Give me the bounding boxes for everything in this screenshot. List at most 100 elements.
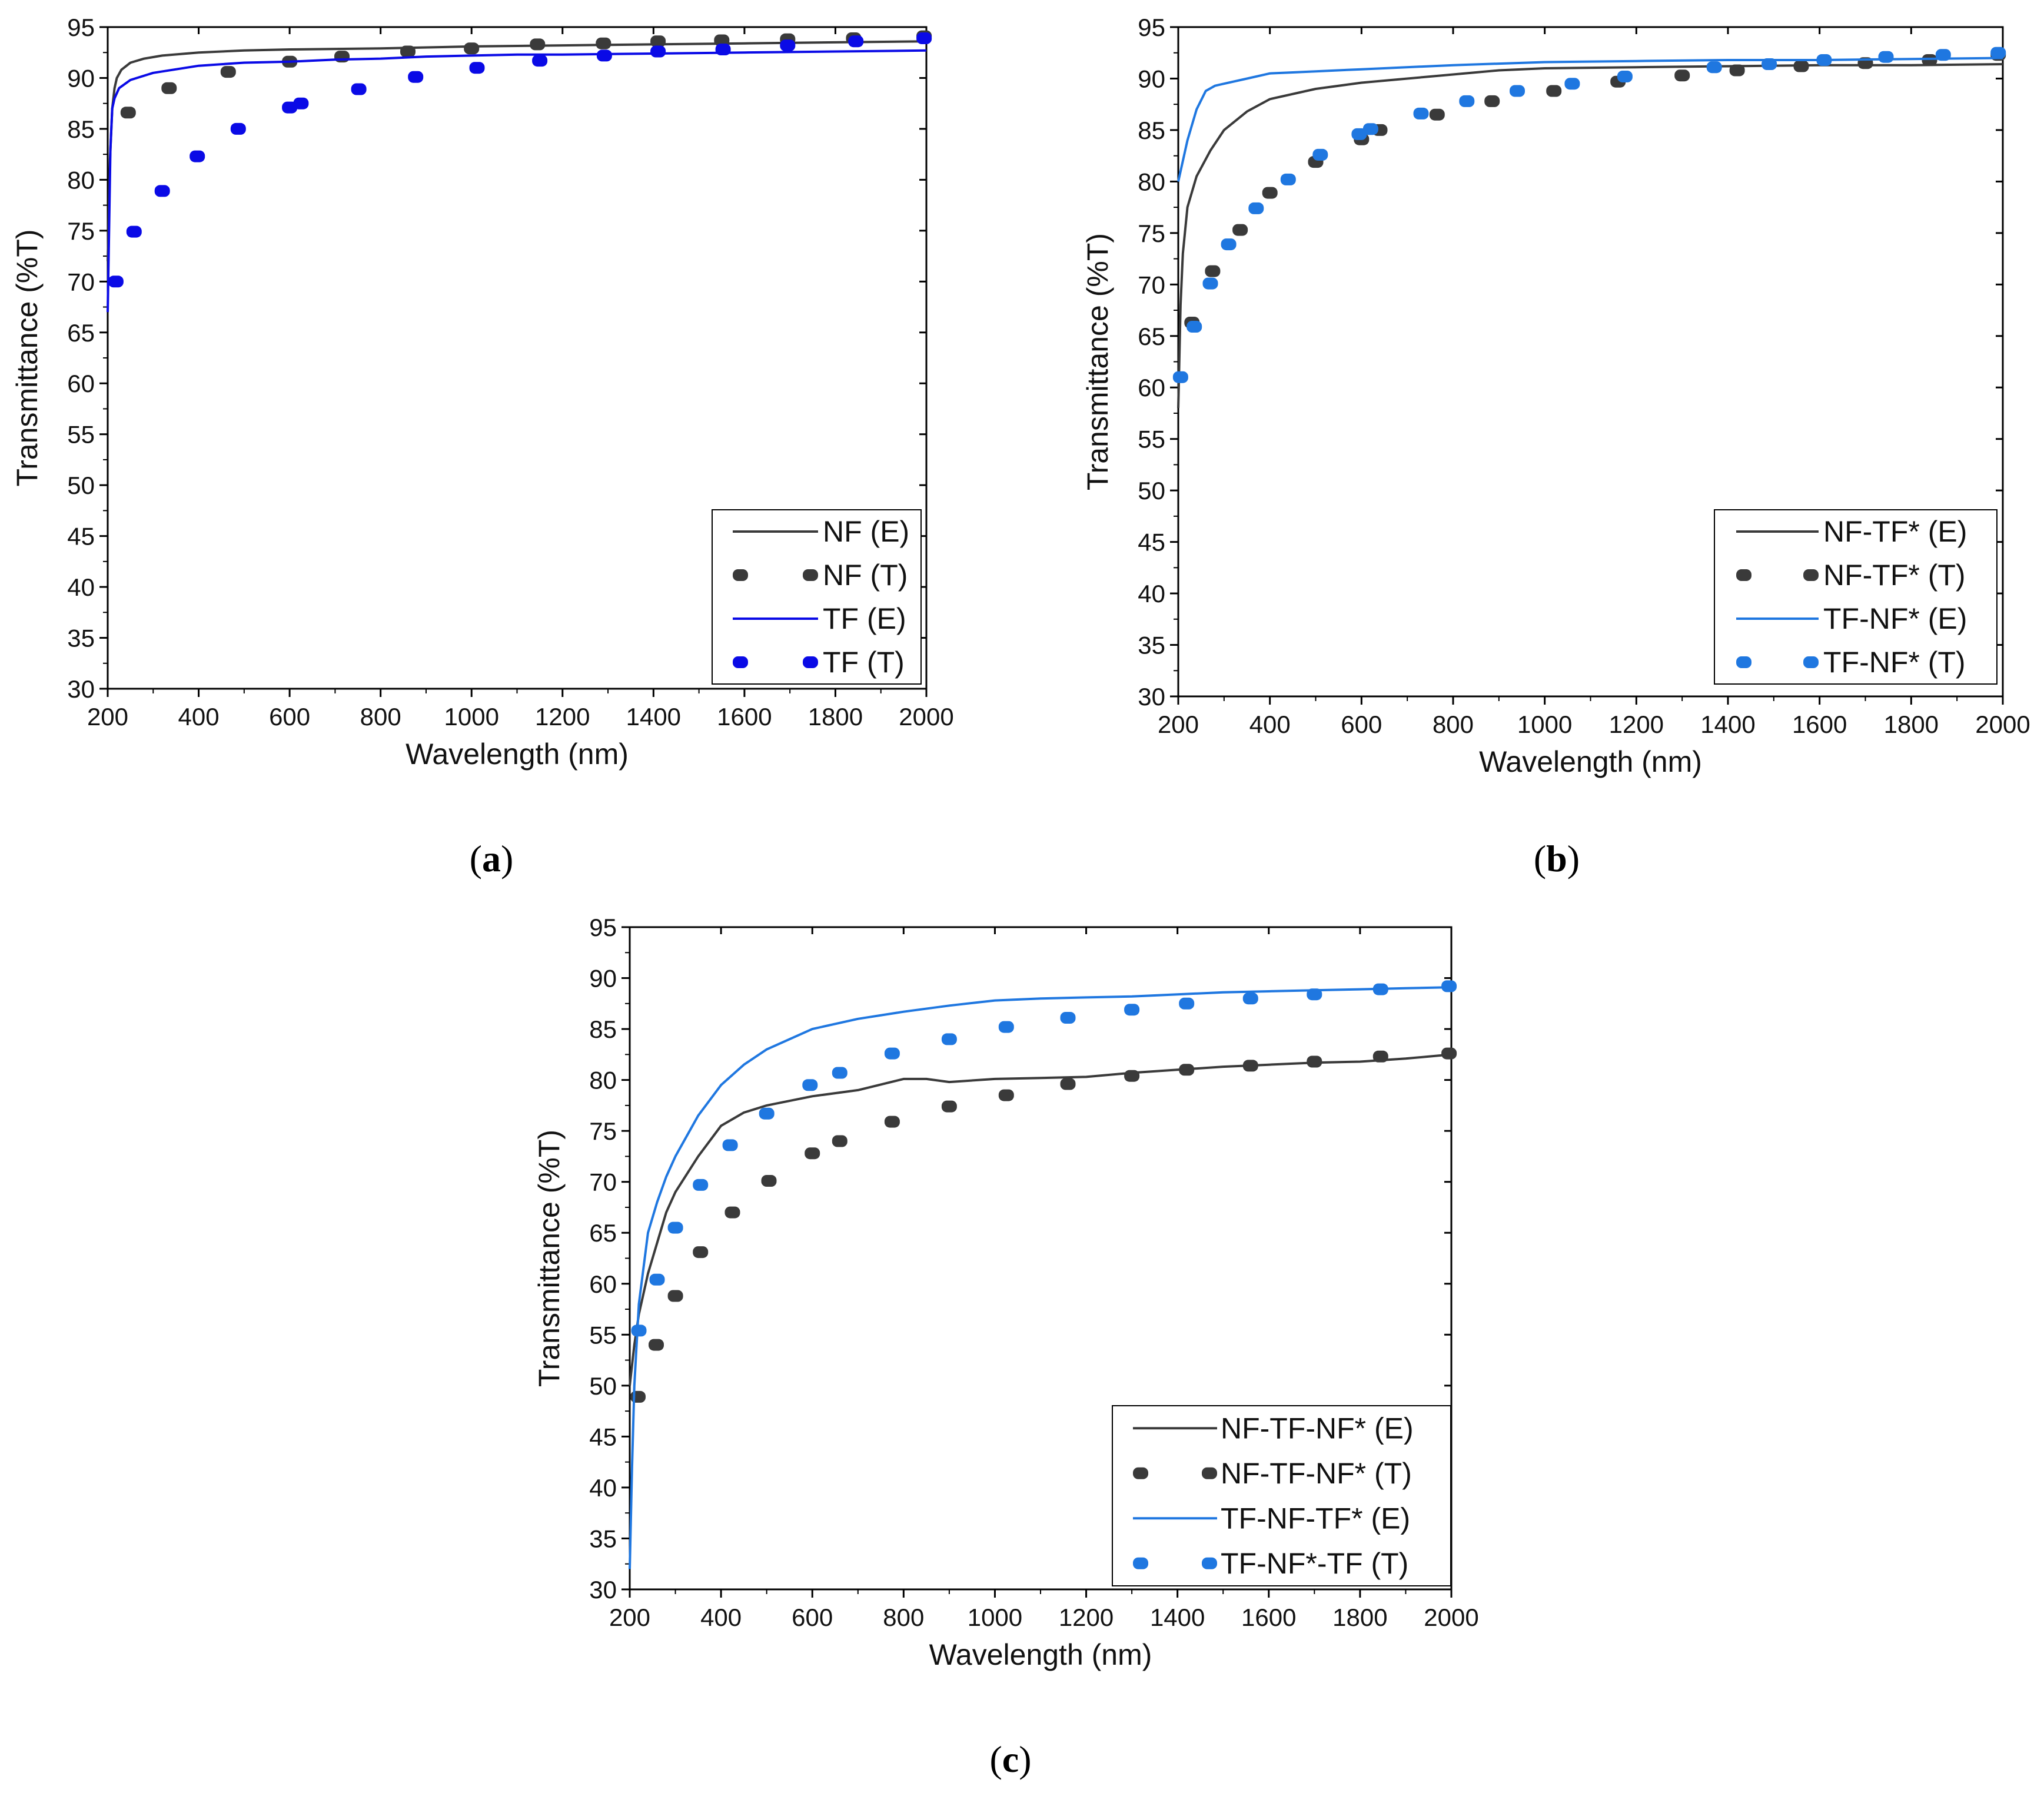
panel-c-series-point-2 [761, 1175, 777, 1187]
panel-b-panel-label-open: ( [1534, 838, 1546, 879]
panel-b-y-tick-label: 70 [1138, 271, 1165, 298]
panel-c-legend-label: NF-TF-NF* (E) [1221, 1412, 1414, 1445]
panel-c-series-point-2 [1060, 1078, 1076, 1090]
panel-c-legend-box [1112, 1405, 1451, 1586]
panel-b-y-tick-label: 60 [1138, 374, 1165, 401]
panel-a-panel-label: (a) [470, 838, 514, 879]
panel-a-legend-box [712, 509, 922, 685]
panel-b-y-tick-label: 65 [1138, 323, 1165, 350]
panel-b-series-point-4 [1564, 78, 1580, 90]
panel-c-series-point-2 [649, 1339, 664, 1351]
panel-c-legend-dot-swatch [1133, 1557, 1148, 1569]
panel-c-series-point-4 [1307, 988, 1322, 1001]
panel-a-series-point-2 [400, 45, 416, 58]
panel-b-series-point-2 [1546, 85, 1562, 97]
panel-b-y-tick-label: 90 [1138, 65, 1165, 92]
panel-a-y-tick-label: 70 [67, 268, 95, 296]
panel-b-panel-label: (b) [1534, 838, 1580, 879]
panel-c-legend-label: TF-NF-TF* (E) [1221, 1502, 1410, 1535]
panel-a-series-point-4 [532, 55, 548, 67]
panel-b-legend-label: NF-TF* (E) [1823, 515, 1967, 548]
panel-b-series-point-4 [1706, 61, 1722, 74]
panel-b-y-tick-label: 30 [1138, 683, 1165, 711]
panel-a-y-tick-label: 95 [67, 14, 95, 41]
panel-b-y-tick-label: 75 [1138, 220, 1165, 247]
panel-a-series-point-2 [220, 66, 236, 78]
panel-c-series-point-4 [998, 1021, 1014, 1033]
panel-a-x-tick-label: 1000 [444, 703, 499, 731]
panel-c-series-point-4 [667, 1221, 683, 1234]
panel-c-series-point-4 [722, 1139, 738, 1151]
panel-a-series-point-4 [596, 49, 612, 62]
panel-c-panel-label: (c) [989, 1738, 1031, 1780]
panel-c-series-point-4 [693, 1178, 709, 1191]
panel-a-series-point-4 [293, 97, 309, 109]
panel-b-series-point-4 [1617, 71, 1633, 82]
panel-a-series-point-4 [154, 185, 170, 197]
panel-c-x-tick-label: 1800 [1332, 1604, 1387, 1631]
panel-b-legend-dot-swatch [1736, 569, 1751, 581]
panel-b-x-tick-label: 1400 [1700, 711, 1755, 738]
panel-c-series-point-4 [759, 1107, 775, 1120]
panel-c-x-tick-label: 1600 [1241, 1604, 1296, 1631]
panel-b-y-tick-label: 45 [1138, 529, 1165, 556]
panel-c-y-tick-label: 60 [589, 1270, 617, 1298]
panel-a-x-tick-label: 1200 [535, 703, 590, 731]
panel-a-y-axis-title: Transmittance (%T) [11, 229, 44, 486]
panel-b-x-tick-label: 600 [1341, 711, 1382, 738]
panel-c-series-point-2 [805, 1147, 820, 1160]
panel-a-series-point-4 [650, 45, 666, 58]
panel-c-series-point-4 [802, 1079, 818, 1091]
panel-a-series-point-2 [714, 34, 730, 47]
panel-c-x-axis-title: Wavelength (nm) [929, 1638, 1152, 1671]
panel-a-y-tick-label: 55 [67, 421, 95, 449]
panel-c-y-tick-label: 35 [589, 1525, 617, 1552]
panel-b-legend-label: NF-TF* (T) [1823, 559, 1966, 592]
panel-b-x-tick-label: 1600 [1792, 711, 1847, 738]
panel-b-y-tick-label: 55 [1138, 426, 1165, 453]
panel-b-series-point-2 [1922, 54, 1937, 66]
panel-c-x-tick-label: 400 [700, 1604, 742, 1631]
panel-a-legend-dot-swatch [803, 656, 818, 668]
panel-c-y-tick-label: 55 [589, 1321, 617, 1349]
panel-c-x-tick-label: 2000 [1424, 1604, 1478, 1631]
panel-a-series-point-4 [715, 44, 731, 55]
panel-b-y-tick-label: 35 [1138, 632, 1165, 659]
panel-c-y-tick-label: 80 [589, 1067, 617, 1094]
panel-a-x-tick-label: 600 [269, 703, 310, 731]
panel-b-series-point-4 [1413, 107, 1429, 119]
panel-b-series-point-2 [1429, 108, 1445, 121]
panel-c-series-point-4 [1441, 980, 1457, 992]
panel-a-legend-label: NF (T) [823, 559, 908, 592]
panel-c-series-point-2 [832, 1135, 847, 1147]
panel-c-x-tick-label: 1400 [1150, 1604, 1205, 1631]
panel-b-x-tick-label: 1200 [1609, 711, 1664, 738]
panel-b-series-point-4 [1248, 202, 1264, 214]
panel-a-series-point-4 [126, 225, 142, 238]
panel-a-panel-label-open: ( [470, 838, 482, 879]
panel-b-panel-label-letter: b [1546, 838, 1567, 879]
panel-a-legend-label: TF (T) [823, 646, 905, 679]
panel-c-y-tick-label: 95 [589, 914, 617, 941]
panel-b-legend-label: TF-NF* (E) [1823, 602, 1967, 635]
panel-a-y-tick-label: 75 [67, 217, 95, 245]
panel-b-series-point-4 [1935, 49, 1951, 61]
panel-c-series-point-4 [1242, 992, 1258, 1005]
panel-c-y-tick-label: 75 [589, 1117, 617, 1145]
panel-b-series-point-4 [1510, 85, 1525, 97]
panel-a-series-point-2 [464, 42, 480, 55]
panel-a-x-axis-title: Wavelength (nm) [406, 738, 629, 771]
panel-b-series-point-2 [1205, 265, 1221, 277]
panel-a-y-tick-label: 85 [67, 115, 95, 143]
panel-b-x-tick-label: 2000 [1975, 711, 2030, 738]
panel-b-x-tick-label: 200 [1158, 711, 1199, 738]
panel-c-series-line-3 [629, 986, 1452, 1569]
panel-b-series-point-4 [1172, 371, 1188, 383]
panel-a-x-tick-label: 2000 [899, 703, 953, 731]
panel-c-series-point-4 [832, 1067, 847, 1079]
panel-a-series-point-4 [916, 32, 932, 44]
panel-c-series-point-4 [1060, 1012, 1076, 1024]
panel-b-series-point-2 [1674, 69, 1690, 82]
